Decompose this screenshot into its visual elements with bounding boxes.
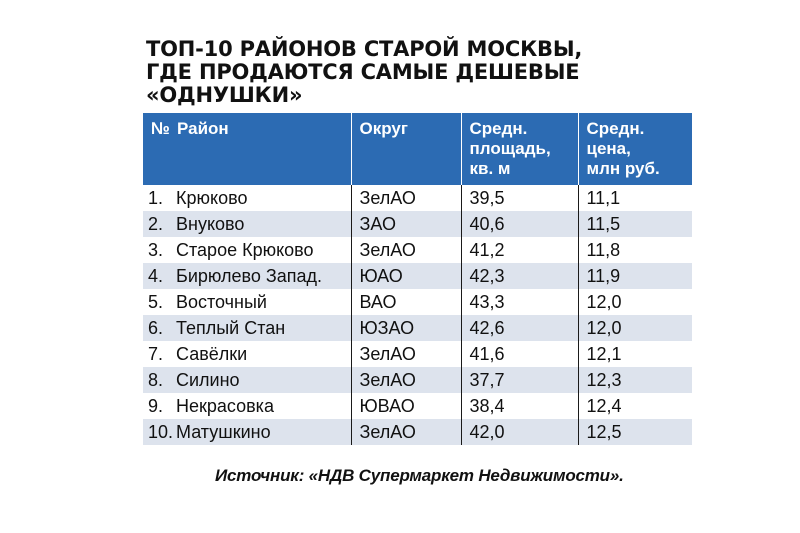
header-area-line-2: площадь, xyxy=(469,139,551,158)
district-cell: 10. Матушкино xyxy=(143,419,352,445)
row-number: 10. xyxy=(148,422,174,442)
okrug-cell: ЗелАО xyxy=(351,419,462,445)
page-title: ТОП-10 РАЙОНОВ СТАРОЙ МОСКВЫ, ГДЕ ПРОДАЮ… xyxy=(146,38,706,107)
table-row: 6. Теплый Стан ЮЗАО 42,6 12,0 xyxy=(143,315,692,341)
row-number: 5. xyxy=(148,292,164,312)
table-row: 7. Савёлки ЗелАО 41,6 12,1 xyxy=(143,341,692,367)
district-cell: 9. Некрасовка xyxy=(143,393,352,419)
row-number: 8. xyxy=(148,370,164,390)
area-cell: 42,0 xyxy=(461,419,579,445)
area-cell: 42,6 xyxy=(461,315,579,341)
price-cell: 11,8 xyxy=(578,237,692,263)
header-row: № Район Округ Средн. площадь, кв. м Средн… xyxy=(143,113,692,185)
header-num-label: № xyxy=(151,119,170,138)
row-number: 7. xyxy=(148,344,164,364)
table-row: 8. Силино ЗелАО 37,7 12,3 xyxy=(143,367,692,393)
header-area-line-1: Средн. xyxy=(469,119,528,138)
table-row: 5. Восточный ВАО 43,3 12,0 xyxy=(143,289,692,315)
okrug-cell: ЮАО xyxy=(351,263,462,289)
district-cell: 5. Восточный xyxy=(143,289,352,315)
okrug-cell: ЗелАО xyxy=(351,185,462,211)
district-name: Бирюлево Запад. xyxy=(176,266,323,286)
table-row: 4. Бирюлево Запад. ЮАО 42,3 11,9 xyxy=(143,263,692,289)
area-cell: 40,6 xyxy=(461,211,579,237)
price-cell: 12,0 xyxy=(578,289,692,315)
row-number: 1. xyxy=(148,188,164,208)
price-cell: 12,5 xyxy=(578,419,692,445)
area-cell: 43,3 xyxy=(461,289,579,315)
table-row: 9. Некрасовка ЮВАО 38,4 12,4 xyxy=(143,393,692,419)
header-okrug-label: Округ xyxy=(359,119,408,138)
area-cell: 42,3 xyxy=(461,263,579,289)
okrug-cell: ЗАО xyxy=(351,211,462,237)
area-cell: 37,7 xyxy=(461,367,579,393)
header-area-line-3: кв. м xyxy=(469,159,511,178)
district-cell: 8. Силино xyxy=(143,367,352,393)
okrug-cell: ЗелАО xyxy=(351,237,462,263)
district-name: Силино xyxy=(176,370,240,390)
row-number: 3. xyxy=(148,240,164,260)
table-header: № Район Округ Средн. площадь, кв. м Средн… xyxy=(143,113,692,185)
price-cell: 12,4 xyxy=(578,393,692,419)
header-price-line-2: цена, xyxy=(586,139,631,158)
district-name: Савёлки xyxy=(176,344,248,364)
district-cell: 3. Старое Крюково xyxy=(143,237,352,263)
table-row: 2. Внуково ЗАО 40,6 11,5 xyxy=(143,211,692,237)
source-note: Источник: «НДВ Супермаркет Недвижимости»… xyxy=(215,466,624,485)
header-price: Средн. цена, млн руб. xyxy=(578,113,692,185)
price-cell: 11,9 xyxy=(578,263,692,289)
row-number: 2. xyxy=(148,214,164,234)
okrug-cell: ЮЗАО xyxy=(351,315,462,341)
district-name: Матушкино xyxy=(176,422,271,442)
table-row: 1. Крюково ЗелАО 39,5 11,1 xyxy=(143,185,692,211)
title-line-3: «ОДНУШКИ» xyxy=(146,83,303,107)
district-cell: 7. Савёлки xyxy=(143,341,352,367)
okrug-cell: ЮВАО xyxy=(351,393,462,419)
area-cell: 38,4 xyxy=(461,393,579,419)
table-row: 3. Старое Крюково ЗелАО 41,2 11,8 xyxy=(143,237,692,263)
area-cell: 41,2 xyxy=(461,237,579,263)
district-name: Восточный xyxy=(176,292,267,312)
table-row: 10. Матушкино ЗелАО 42,0 12,5 xyxy=(143,419,692,445)
row-number: 4. xyxy=(148,266,164,286)
title-line-2: ГДЕ ПРОДАЮТСЯ САМЫЕ ДЕШЕВЫЕ xyxy=(146,60,580,84)
header-district: № Район xyxy=(143,113,352,185)
price-cell: 12,0 xyxy=(578,315,692,341)
header-district-label: Район xyxy=(177,119,229,138)
area-cell: 41,6 xyxy=(461,341,579,367)
district-cell: 4. Бирюлево Запад. xyxy=(143,263,352,289)
header-price-line-3: млн руб. xyxy=(586,159,660,178)
table-body: 1. Крюково ЗелАО 39,5 11,1 2. Внуково ЗАО … xyxy=(143,185,692,445)
header-area: Средн. площадь, кв. м xyxy=(461,113,579,185)
district-cell: 1. Крюково xyxy=(143,185,352,211)
ranking-table: № Район Округ Средн. площадь, кв. м Средн… xyxy=(143,113,692,445)
header-price-line-1: Средн. xyxy=(586,119,645,138)
price-cell: 11,1 xyxy=(578,185,692,211)
price-cell: 12,1 xyxy=(578,341,692,367)
district-cell: 6. Теплый Стан xyxy=(143,315,352,341)
district-name: Внуково xyxy=(176,214,245,234)
okrug-cell: ЗелАО xyxy=(351,341,462,367)
row-number: 9. xyxy=(148,396,164,416)
title-line-1: ТОП-10 РАЙОНОВ СТАРОЙ МОСКВЫ, xyxy=(146,37,583,61)
header-okrug: Округ xyxy=(351,113,462,185)
district-name: Теплый Стан xyxy=(176,318,286,338)
price-cell: 12,3 xyxy=(578,367,692,393)
district-cell: 2. Внуково xyxy=(143,211,352,237)
price-cell: 11,5 xyxy=(578,211,692,237)
row-number: 6. xyxy=(148,318,164,338)
district-name: Крюково xyxy=(176,188,248,208)
area-cell: 39,5 xyxy=(461,185,579,211)
okrug-cell: ВАО xyxy=(351,289,462,315)
district-name: Старое Крюково xyxy=(176,240,314,260)
district-name: Некрасовка xyxy=(176,396,274,416)
okrug-cell: ЗелАО xyxy=(351,367,462,393)
